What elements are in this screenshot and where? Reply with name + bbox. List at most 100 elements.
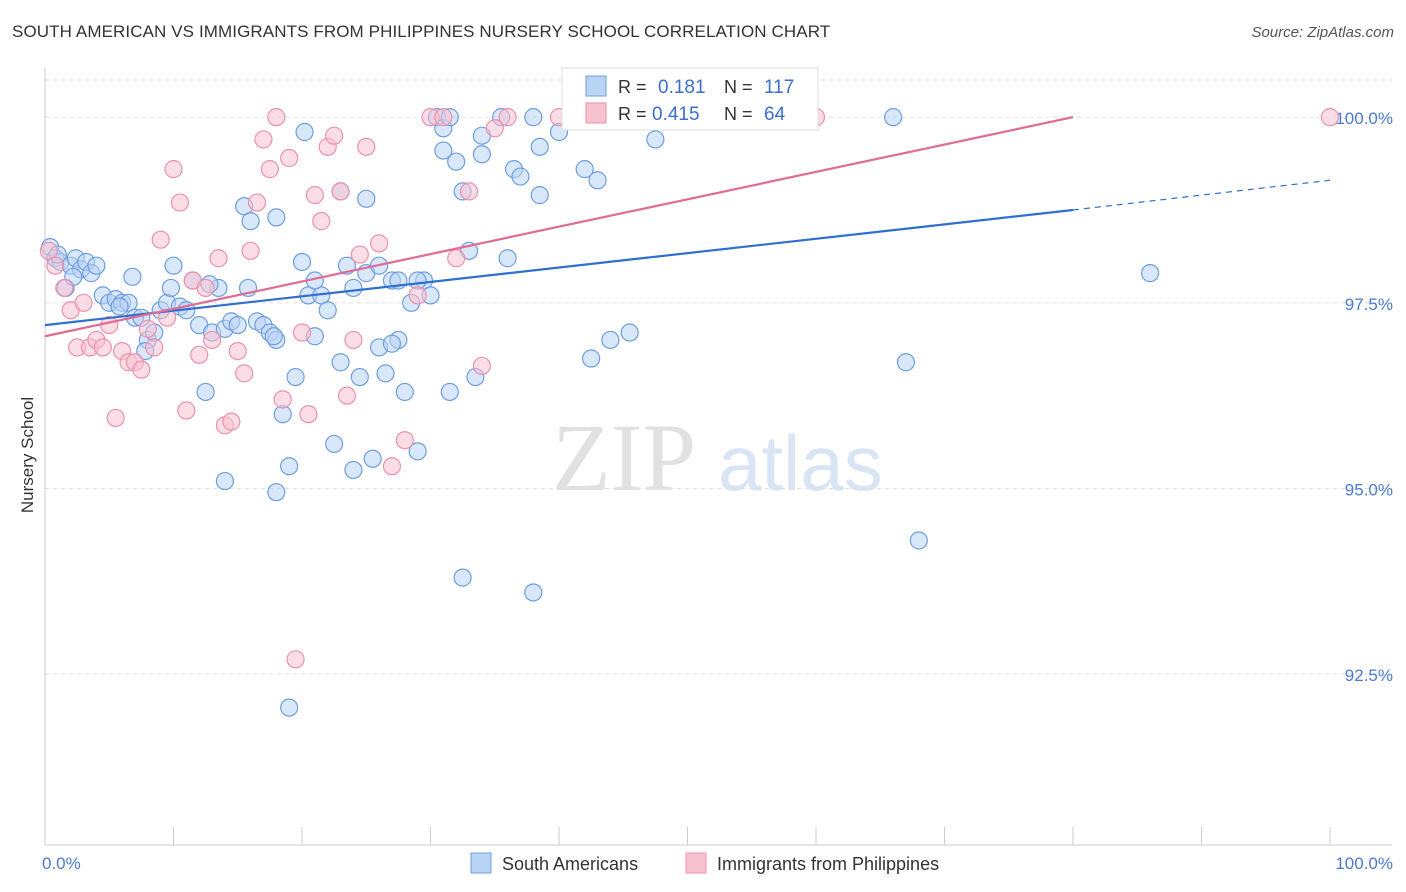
point-south-americans [241, 212, 260, 231]
point-south-americans [344, 460, 363, 480]
point-south-americans [408, 442, 427, 461]
point-south-americans [344, 278, 363, 298]
point-philippines [292, 323, 312, 342]
point-south-americans [883, 108, 903, 127]
legend-r-value-2: 0.415 [652, 104, 700, 125]
point-south-americans [530, 186, 549, 205]
point-philippines [305, 186, 324, 205]
point-south-americans [382, 334, 402, 353]
point-philippines [350, 245, 369, 264]
point-philippines [273, 390, 292, 409]
point-philippines [74, 293, 93, 312]
point-south-americans [524, 108, 543, 127]
legend-swatch-pink [585, 102, 607, 124]
point-south-americans [434, 141, 453, 160]
point-philippines [177, 401, 196, 420]
point-south-americans [318, 301, 337, 320]
point-philippines [370, 234, 389, 253]
point-south-americans [1140, 264, 1160, 283]
point-south-americans [440, 382, 459, 402]
point-philippines [331, 182, 350, 201]
point-south-americans [110, 297, 129, 316]
watermark-atlas: atlas [718, 419, 883, 507]
point-south-americans [376, 364, 395, 383]
point-philippines [337, 386, 357, 405]
data-points [39, 108, 1340, 717]
legend-n-value-2: 64 [764, 104, 786, 125]
point-philippines [357, 137, 376, 156]
point-philippines [325, 126, 344, 145]
legend-bottom-label-philippines: Immigrants from Philippines [717, 854, 939, 874]
point-south-americans [395, 382, 414, 402]
legend-r-label-1: R = [618, 77, 647, 97]
point-philippines [344, 330, 363, 350]
point-south-americans [588, 171, 607, 190]
point-south-americans [646, 130, 665, 149]
point-south-americans [524, 583, 543, 602]
chart-source: Source: ZipAtlas.com [1251, 24, 1394, 41]
legend-bottom-swatch-pink [685, 852, 707, 874]
point-south-americans [280, 457, 299, 476]
point-south-americans [286, 367, 305, 387]
point-south-americans [575, 160, 594, 179]
y-tick-label: 100.0% [1335, 109, 1393, 128]
point-philippines [382, 457, 402, 476]
point-south-americans [896, 353, 916, 372]
point-philippines [254, 130, 273, 149]
point-south-americans [267, 483, 286, 502]
point-philippines [408, 286, 427, 305]
x-tick-label-min: 0.0% [42, 854, 81, 873]
point-south-americans [161, 278, 181, 298]
point-south-americans [601, 330, 620, 350]
y-axis-label: Nursery School [18, 397, 37, 513]
point-south-americans [582, 349, 601, 368]
y-tick-label: 92.5% [1345, 666, 1393, 685]
point-philippines [312, 212, 331, 231]
point-philippines [260, 160, 279, 179]
trend-line-south-americans [44, 208, 1074, 327]
point-philippines [190, 345, 209, 364]
point-south-americans [123, 267, 142, 286]
watermark-zip: ZIP [552, 404, 696, 511]
point-south-americans [164, 256, 183, 275]
point-south-americans [363, 449, 382, 468]
point-philippines [138, 319, 157, 338]
legend-n-label-1: N = [724, 77, 753, 97]
point-philippines [170, 193, 190, 212]
point-philippines [164, 160, 183, 179]
point-philippines [209, 249, 228, 268]
point-philippines [241, 241, 260, 260]
point-philippines [280, 148, 299, 168]
point-philippines [132, 360, 151, 379]
point-philippines [151, 230, 170, 249]
legend-bottom-swatch-blue [470, 852, 492, 874]
trend-lines [44, 116, 1331, 338]
trend-line-extension [1072, 179, 1331, 211]
point-philippines [299, 405, 318, 424]
axes: 100.0% 97.5% 95.0% 92.5% 0.0% 100.0% [42, 68, 1393, 873]
legend-bottom-label-south-americans: South Americans [502, 854, 638, 874]
point-philippines [485, 119, 504, 138]
point-philippines [222, 412, 241, 431]
point-south-americans [295, 122, 314, 142]
point-south-americans [472, 145, 491, 164]
legend-n-value-1: 117 [764, 77, 794, 98]
point-south-americans [196, 382, 215, 402]
point-philippines [267, 108, 286, 127]
y-tick-label: 97.5% [1345, 295, 1393, 314]
point-south-americans [350, 367, 369, 387]
y-tick-label: 95.0% [1345, 480, 1393, 499]
point-philippines [1320, 108, 1340, 127]
point-south-americans [530, 137, 549, 156]
point-south-americans [325, 434, 344, 454]
point-philippines [145, 338, 164, 357]
point-south-americans [909, 531, 928, 550]
point-south-americans [511, 167, 530, 186]
point-philippines [395, 431, 414, 450]
point-south-americans [228, 315, 247, 335]
point-philippines [286, 650, 305, 669]
stats-legend: R = 0.181 N = 117 R = 0.415 N = 64 [561, 67, 819, 131]
point-philippines [106, 408, 125, 428]
point-south-americans [292, 252, 312, 272]
